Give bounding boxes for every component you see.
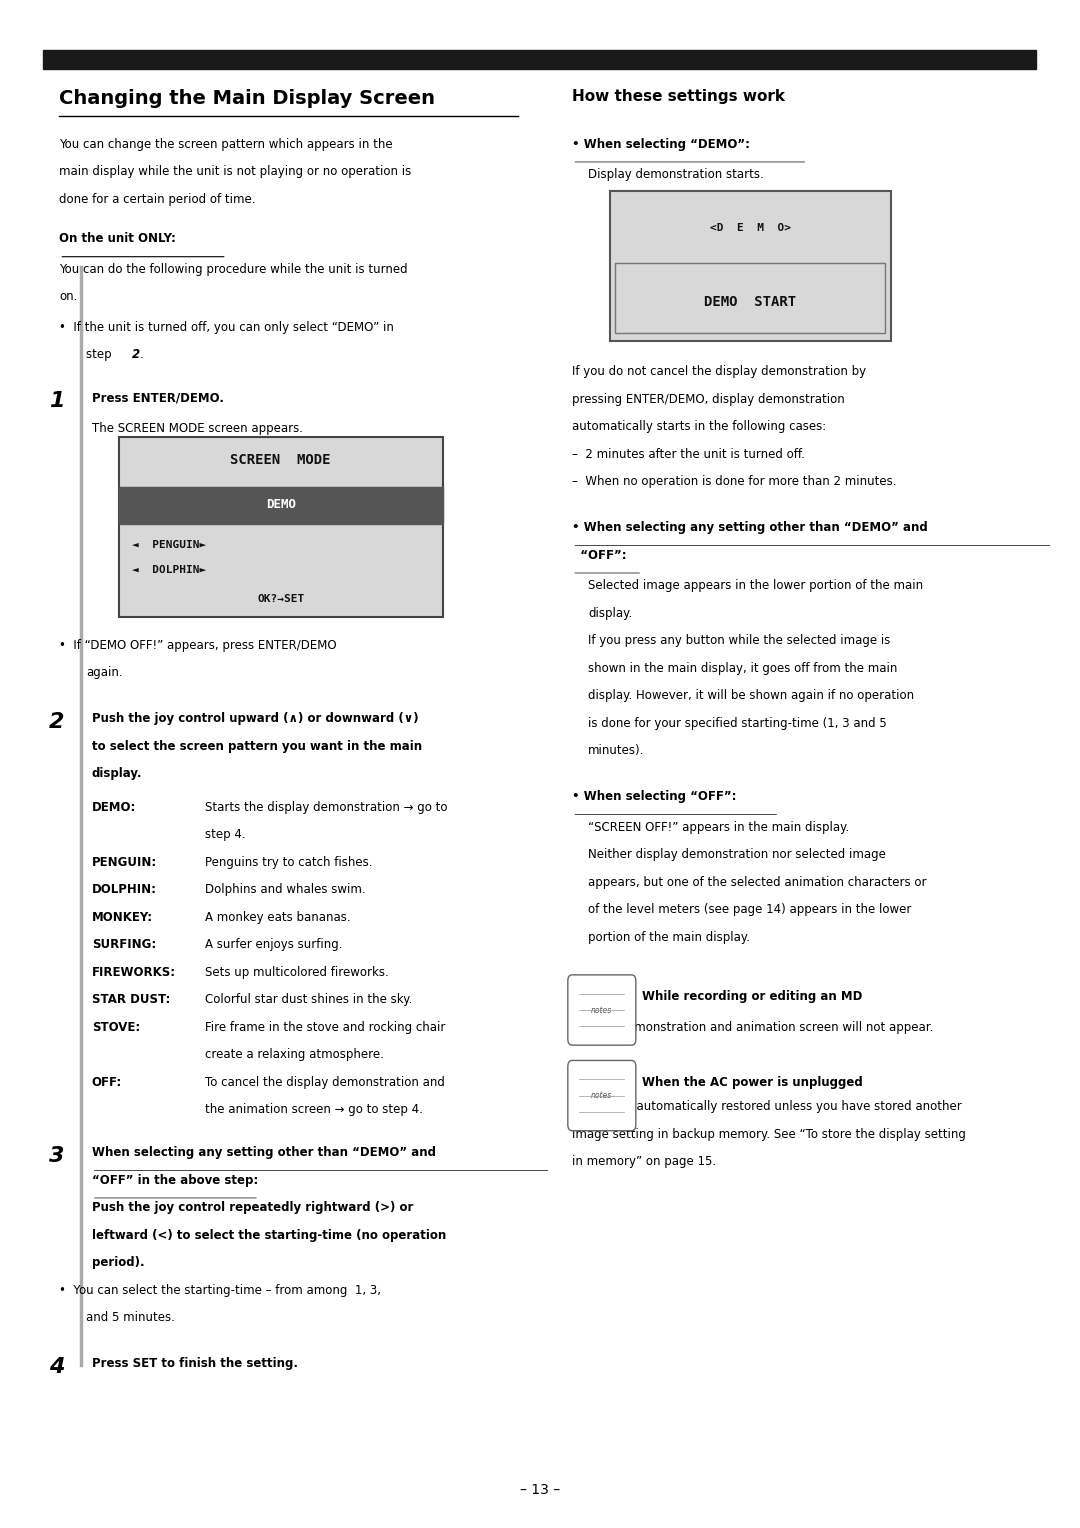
Text: A surfer enjoys surfing.: A surfer enjoys surfing. — [205, 938, 342, 952]
Text: again.: again. — [86, 666, 123, 680]
Text: How these settings work: How these settings work — [572, 89, 785, 104]
Text: Selected image appears in the lower portion of the main: Selected image appears in the lower port… — [589, 579, 923, 593]
Text: Dolphins and whales swim.: Dolphins and whales swim. — [205, 883, 366, 897]
Text: When selecting any setting other than “DEMO” and: When selecting any setting other than “D… — [92, 1146, 435, 1160]
Text: Display demonstration starts.: Display demonstration starts. — [589, 168, 764, 182]
Bar — [119, 487, 443, 524]
Text: display.: display. — [92, 767, 143, 781]
Text: create a relaxing atmosphere.: create a relaxing atmosphere. — [205, 1048, 384, 1062]
Text: on.: on. — [59, 290, 78, 304]
Text: display. However, it will be shown again if no operation: display. However, it will be shown again… — [589, 689, 915, 703]
Text: –  When no operation is done for more than 2 minutes.: – When no operation is done for more tha… — [572, 475, 896, 489]
Text: On the unit ONLY:: On the unit ONLY: — [59, 232, 176, 246]
Text: – 13 –: – 13 – — [519, 1482, 559, 1497]
Text: done for a certain period of time.: done for a certain period of time. — [59, 193, 256, 206]
Text: When the AC power is unplugged: When the AC power is unplugged — [643, 1076, 863, 1089]
Text: leftward (<) to select the starting-time (no operation: leftward (<) to select the starting-time… — [92, 1229, 446, 1242]
Text: Colorful star dust shines in the sky.: Colorful star dust shines in the sky. — [205, 993, 413, 1007]
Bar — [119, 437, 443, 617]
Text: notes: notes — [591, 1005, 612, 1015]
Text: “SCREEN OFF!” appears in the main display.: “SCREEN OFF!” appears in the main displa… — [589, 821, 850, 834]
Text: automatically starts in the following cases:: automatically starts in the following ca… — [572, 420, 826, 434]
Text: PENGUIN:: PENGUIN: — [92, 856, 157, 869]
Text: DEMO: DEMO — [266, 498, 296, 512]
Text: is done for your specified starting-time (1, 3 and 5: is done for your specified starting-time… — [589, 717, 887, 730]
FancyBboxPatch shape — [568, 975, 636, 1045]
Text: SURFING:: SURFING: — [92, 938, 156, 952]
Text: •  If “DEMO OFF!” appears, press ENTER/DEMO: • If “DEMO OFF!” appears, press ENTER/DE… — [59, 639, 337, 652]
Text: If you do not cancel the display demonstration by: If you do not cancel the display demonst… — [572, 365, 866, 379]
Text: shown in the main display, it goes off from the main: shown in the main display, it goes off f… — [589, 662, 897, 675]
FancyBboxPatch shape — [568, 1060, 636, 1131]
Text: main display while the unit is not playing or no operation is: main display while the unit is not playi… — [59, 165, 411, 179]
Text: ◄  DOLPHIN►: ◄ DOLPHIN► — [132, 565, 206, 576]
Text: STAR DUST:: STAR DUST: — [92, 993, 171, 1007]
Text: to select the screen pattern you want in the main: to select the screen pattern you want in… — [92, 740, 422, 753]
Text: OFF:: OFF: — [92, 1076, 122, 1089]
Text: pressing ENTER/DEMO, display demonstration: pressing ENTER/DEMO, display demonstrati… — [572, 393, 845, 406]
Text: DOLPHIN:: DOLPHIN: — [92, 883, 157, 897]
Text: Neither display demonstration nor selected image: Neither display demonstration nor select… — [589, 848, 887, 862]
Text: “OFF”:: “OFF”: — [572, 549, 626, 562]
Text: STOVE:: STOVE: — [92, 1021, 140, 1034]
Text: DEMO  START: DEMO START — [704, 295, 796, 309]
Text: Press ENTER/DEMO.: Press ENTER/DEMO. — [92, 391, 224, 405]
Text: Changing the Main Display Screen: Changing the Main Display Screen — [59, 89, 435, 107]
Text: • When selecting “OFF”:: • When selecting “OFF”: — [572, 790, 737, 804]
Text: notes: notes — [591, 1091, 612, 1100]
Text: • When selecting “DEMO”:: • When selecting “DEMO”: — [572, 138, 751, 151]
Text: the animation screen → go to step 4.: the animation screen → go to step 4. — [205, 1103, 423, 1117]
Text: OK?→SET: OK?→SET — [257, 594, 305, 604]
Text: <D  E  M  O>: <D E M O> — [710, 223, 791, 234]
Text: minutes).: minutes). — [589, 744, 645, 758]
Text: If you press any button while the selected image is: If you press any button while the select… — [589, 634, 891, 648]
Text: ◄  PENGUIN►: ◄ PENGUIN► — [132, 541, 206, 550]
Text: Fire frame in the stove and rocking chair: Fire frame in the stove and rocking chai… — [205, 1021, 445, 1034]
Text: step 4.: step 4. — [205, 828, 246, 842]
Text: While recording or editing an MD: While recording or editing an MD — [643, 990, 863, 1004]
Text: Push the joy control repeatedly rightward (>) or: Push the joy control repeatedly rightwar… — [92, 1201, 414, 1215]
Text: Press SET to finish the setting.: Press SET to finish the setting. — [92, 1357, 298, 1371]
Text: 2: 2 — [132, 348, 139, 362]
Text: period).: period). — [92, 1256, 145, 1270]
Text: display.: display. — [589, 607, 633, 620]
Text: •  You can select the starting-time – from among  1, 3,: • You can select the starting-time – fro… — [59, 1284, 381, 1297]
Text: “OFF” in the above step:: “OFF” in the above step: — [92, 1174, 258, 1187]
Bar — [610, 191, 891, 341]
Text: You can do the following procedure while the unit is turned: You can do the following procedure while… — [59, 263, 408, 277]
Text: 1: 1 — [49, 391, 64, 411]
Text: To cancel the display demonstration and: To cancel the display demonstration and — [205, 1076, 445, 1089]
Text: –  2 minutes after the unit is turned off.: – 2 minutes after the unit is turned off… — [572, 448, 805, 461]
Bar — [616, 263, 886, 333]
Text: “DEMO” is automatically restored unless you have stored another: “DEMO” is automatically restored unless … — [572, 1100, 962, 1114]
Text: A monkey eats bananas.: A monkey eats bananas. — [205, 911, 351, 924]
Text: 2: 2 — [49, 712, 64, 732]
Text: FIREWORKS:: FIREWORKS: — [92, 966, 176, 979]
Text: You can change the screen pattern which appears in the: You can change the screen pattern which … — [59, 138, 393, 151]
Text: in memory” on page 15.: in memory” on page 15. — [572, 1155, 716, 1169]
Text: 3: 3 — [49, 1146, 64, 1166]
Text: .: . — [139, 348, 143, 362]
Bar — [43, 50, 1037, 69]
Text: of the level meters (see page 14) appears in the lower: of the level meters (see page 14) appear… — [589, 903, 912, 917]
Text: Starts the display demonstration → go to: Starts the display demonstration → go to — [205, 801, 447, 814]
Text: portion of the main display.: portion of the main display. — [589, 931, 751, 944]
Text: • When selecting any setting other than “DEMO” and: • When selecting any setting other than … — [572, 521, 928, 535]
Text: Sets up multicolored fireworks.: Sets up multicolored fireworks. — [205, 966, 389, 979]
Text: MONKEY:: MONKEY: — [92, 911, 153, 924]
Text: appears, but one of the selected animation characters or: appears, but one of the selected animati… — [589, 876, 927, 889]
Text: Display demonstration and animation screen will not appear.: Display demonstration and animation scre… — [572, 1021, 933, 1034]
Text: image setting in backup memory. See “To store the display setting: image setting in backup memory. See “To … — [572, 1128, 966, 1141]
Text: •  If the unit is turned off, you can only select “DEMO” in: • If the unit is turned off, you can onl… — [59, 321, 394, 335]
Text: 4: 4 — [49, 1357, 64, 1377]
Text: Penguins try to catch fishes.: Penguins try to catch fishes. — [205, 856, 373, 869]
Text: DEMO:: DEMO: — [92, 801, 136, 814]
Text: step: step — [86, 348, 116, 362]
Text: Push the joy control upward (∧) or downward (∨): Push the joy control upward (∧) or downw… — [92, 712, 418, 726]
Text: and 5 minutes.: and 5 minutes. — [86, 1311, 175, 1325]
Text: SCREEN  MODE: SCREEN MODE — [230, 452, 330, 466]
Text: The SCREEN MODE screen appears.: The SCREEN MODE screen appears. — [92, 422, 302, 435]
